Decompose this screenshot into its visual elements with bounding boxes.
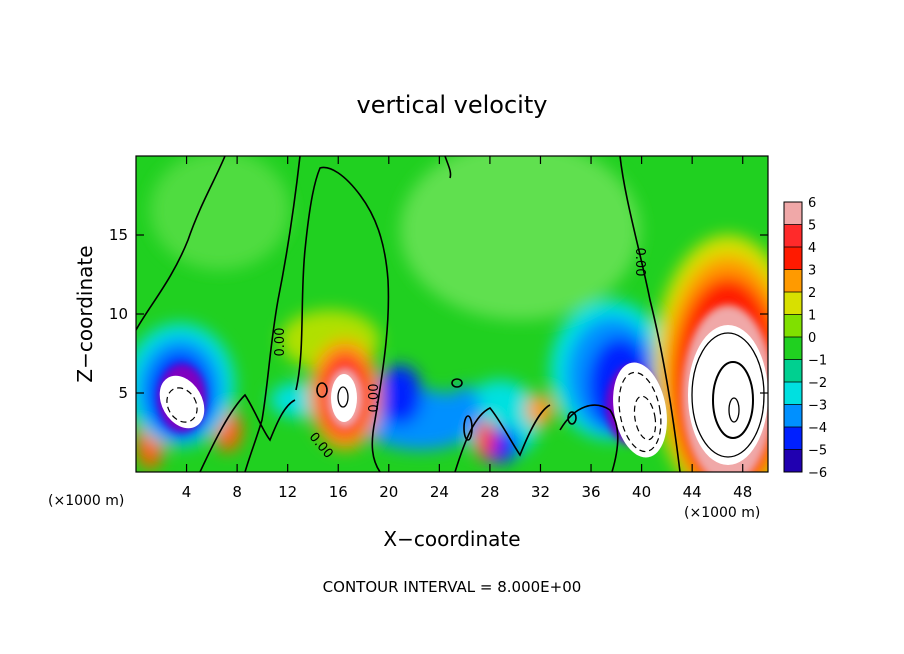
zero-contour (451, 378, 463, 388)
colorbar-label: −2 (808, 376, 827, 391)
colorbar-label: −4 (808, 421, 827, 436)
x-tick-label: 36 (581, 483, 600, 501)
colorbar-swatch (784, 202, 802, 225)
field-region (449, 386, 481, 434)
negative-contour (166, 387, 198, 423)
colorbar: 6 5 4 3 2 1 0 −1 −2 −3 −4 −5 −6 (783, 196, 827, 481)
colorbar-swatch (784, 292, 802, 315)
field-region (526, 394, 554, 426)
colorbar-swatch (784, 269, 802, 292)
contour-interval-note: CONTOUR INTERVAL = 8.000E+00 (323, 578, 582, 596)
positive-contour (337, 386, 349, 408)
colorbar-swatch (784, 382, 802, 405)
x-tick-label: 16 (329, 483, 348, 501)
chart-title: vertical velocity (357, 91, 548, 119)
x-tick-label: 4 (182, 483, 192, 501)
colorbar-label: −1 (808, 354, 827, 369)
x-tick-label: 40 (632, 483, 651, 501)
zero-contour (444, 156, 452, 179)
y-axis: 5 10 15 (109, 226, 768, 402)
x-tick-label: 32 (531, 483, 550, 501)
colorbar-label: 3 (808, 264, 816, 279)
y-tick-label: 5 (118, 384, 128, 402)
zero-contour (463, 415, 473, 441)
colorbar-label: 6 (808, 196, 816, 211)
zero-contour (136, 156, 226, 331)
x-axis: 4 8 12 16 20 24 28 32 36 40 44 48 (182, 156, 752, 501)
field-region (378, 365, 422, 425)
colorbar-swatch (784, 314, 802, 337)
contour-label: 0.00 (632, 248, 647, 277)
x-tick-label: 48 (733, 483, 752, 501)
colorbar-label: 5 (808, 219, 816, 234)
zero-contour (567, 411, 577, 425)
field-region (475, 420, 495, 460)
colorbar-label: −5 (808, 444, 827, 459)
x-tick-label: 20 (379, 483, 398, 501)
contour-label: 0.00 (367, 384, 382, 413)
x-tick-label: 28 (480, 483, 499, 501)
colorbar-swatch (784, 359, 802, 382)
zero-contour (295, 166, 390, 472)
velocity-field: 0.00 0.00 0.00 0.00 (136, 156, 768, 472)
x-unit-right: (×1000 m) (684, 505, 760, 521)
colorbar-label: 4 (808, 241, 816, 256)
colorbar-label: 2 (808, 286, 816, 301)
y-axis-label: Z−coordinate (73, 245, 97, 382)
saturated-core (331, 374, 357, 422)
colorbar-swatch (784, 224, 802, 247)
zero-contour (199, 393, 296, 472)
zero-contour (619, 156, 681, 472)
x-unit-left: (×1000 m) (48, 493, 124, 509)
colorbar-swatch (784, 427, 802, 450)
zero-contour (454, 404, 551, 472)
saturated-core (688, 325, 768, 465)
colorbar-label: 0 (808, 331, 816, 346)
x-axis-label: X−coordinate (383, 527, 520, 551)
negative-contour (633, 395, 657, 441)
positive-contour (728, 397, 740, 423)
field-region (400, 156, 640, 320)
colorbar-label: 1 (808, 309, 816, 324)
y-tick-label: 10 (109, 305, 128, 323)
saturated-core (159, 375, 205, 429)
colorbar-swatch (784, 247, 802, 270)
positive-contour (712, 361, 754, 439)
colorbar-label: −3 (808, 399, 827, 414)
zero-contour (244, 156, 301, 472)
x-tick-label: 8 (232, 483, 242, 501)
x-tick-label: 44 (683, 483, 702, 501)
x-tick-label: 24 (430, 483, 449, 501)
negative-contour (618, 371, 662, 453)
field-region (150, 156, 290, 270)
positive-contour (691, 332, 765, 458)
colorbar-swatch (784, 449, 802, 472)
y-tick-label: 15 (109, 226, 128, 244)
x-tick-label: 12 (278, 483, 297, 501)
saturated-core (613, 362, 667, 458)
contour-label: 0.00 (273, 328, 288, 357)
colorbar-swatch (784, 337, 802, 360)
colorbar-swatch (784, 404, 802, 427)
colorbar-label: −6 (808, 466, 827, 481)
zero-contour (316, 382, 328, 398)
